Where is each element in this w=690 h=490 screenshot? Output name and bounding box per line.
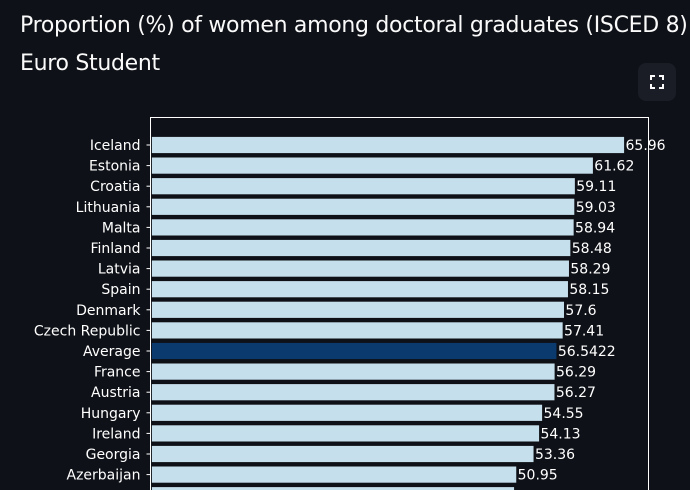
chart-subtitle: Euro Student xyxy=(20,51,160,76)
value-data-label: 50.95 xyxy=(518,468,558,484)
value-data-label: 56.5422 xyxy=(558,344,616,360)
category-tick-label: Ireland xyxy=(92,426,140,442)
bar xyxy=(151,177,576,196)
category-tick-label: France xyxy=(94,365,141,381)
category-tick-label: Lithuania xyxy=(76,200,141,216)
axes-frame xyxy=(150,117,649,490)
bar-average xyxy=(151,342,558,360)
value-data-label: 58.94 xyxy=(575,220,615,236)
category-tick-label: Azerbaijan xyxy=(67,468,141,484)
value-data-label: 54.13 xyxy=(540,426,580,442)
value-data-label: 59.03 xyxy=(576,200,616,216)
category-tick-label: Malta xyxy=(102,220,141,236)
category-tick-label: Latvia xyxy=(98,262,141,278)
category-tick-label: Average xyxy=(83,344,141,360)
category-tick-label: Hungary xyxy=(81,406,141,422)
value-data-label: 53.36 xyxy=(535,447,575,463)
value-data-label: 56.29 xyxy=(556,365,596,381)
bar xyxy=(151,362,556,381)
value-data-label: 65.96 xyxy=(626,138,666,154)
value-data-label: 56.27 xyxy=(556,385,596,401)
bar xyxy=(151,486,515,490)
bar xyxy=(151,300,565,319)
value-data-label: 54.55 xyxy=(544,406,584,422)
bar xyxy=(151,197,576,216)
value-data-label: 57.41 xyxy=(564,323,604,339)
bar xyxy=(151,218,575,237)
category-tick-label: Spain xyxy=(101,282,140,298)
bar xyxy=(151,403,543,422)
bar xyxy=(151,239,572,257)
expand-icon xyxy=(650,75,664,89)
bar xyxy=(151,424,540,443)
category-tick-label: Georgia xyxy=(86,447,141,463)
value-data-label: 58.48 xyxy=(572,241,612,257)
value-data-label: 58.15 xyxy=(569,282,609,298)
category-tick-label: Denmark xyxy=(76,303,141,319)
fullscreen-button[interactable] xyxy=(638,63,676,101)
chart-title: Proportion (%) of women among doctoral g… xyxy=(20,13,688,38)
category-tick-label: Croatia xyxy=(90,179,140,195)
category-tick-label: Finland xyxy=(90,241,140,257)
category-tick-label: Czech Republic xyxy=(34,323,141,339)
value-data-label: 58.29 xyxy=(570,262,610,278)
bar xyxy=(151,280,569,299)
category-tick-label: Iceland xyxy=(90,138,141,154)
bar xyxy=(151,259,570,278)
value-data-label: 57.6 xyxy=(565,303,596,319)
bar xyxy=(151,156,594,175)
value-data-label: 59.11 xyxy=(576,179,616,195)
bar xyxy=(151,445,535,463)
bar xyxy=(151,321,564,340)
bar xyxy=(151,136,625,154)
bar xyxy=(151,465,518,484)
category-tick-label: Estonia xyxy=(89,159,141,175)
bar xyxy=(151,383,556,402)
category-tick-label: Austria xyxy=(91,385,140,401)
value-data-label: 61.62 xyxy=(594,159,634,175)
